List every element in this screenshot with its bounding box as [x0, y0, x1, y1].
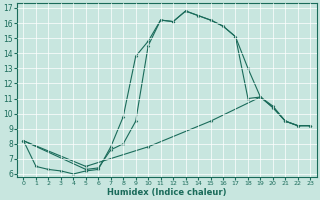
X-axis label: Humidex (Indice chaleur): Humidex (Indice chaleur)	[107, 188, 227, 197]
